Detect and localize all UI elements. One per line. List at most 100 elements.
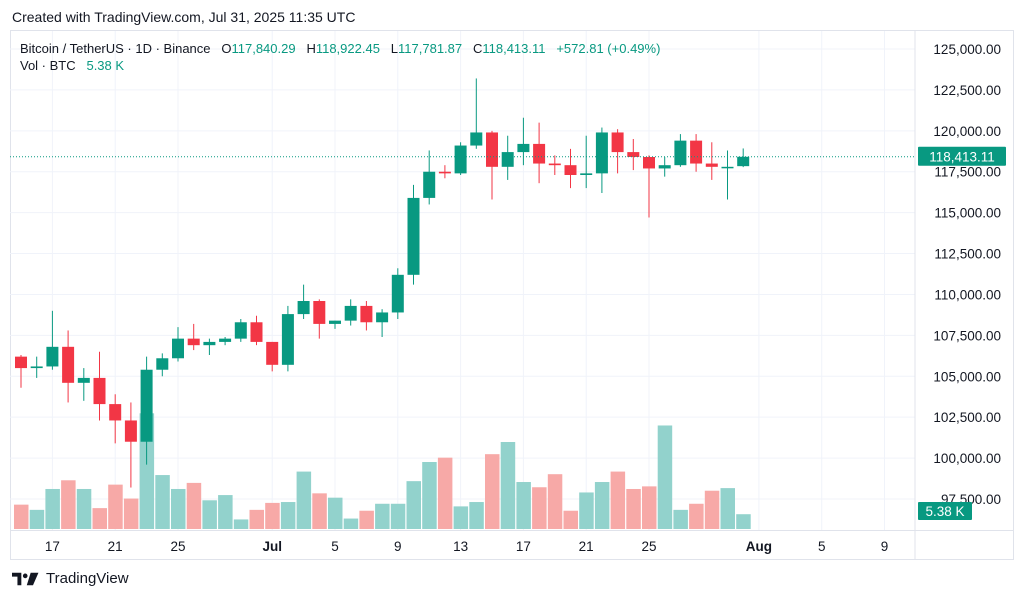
candle-body [438,171,451,174]
volume-bar [547,474,563,529]
volume-bar [532,487,547,529]
candle-body [470,132,483,146]
candle-body [156,358,169,370]
candle-body [344,305,357,321]
volume-bar [422,462,437,529]
candle-body [172,338,184,359]
volume-badge-label: 5.38 K [925,504,964,519]
symbol-legend[interactable]: Bitcoin / TetherUS · 1D · Binance O117,8… [20,40,660,58]
high-label: H [306,41,316,56]
close-value: 118,413.11 [482,41,546,56]
candle-body [77,377,90,383]
volume-bar [610,471,626,529]
candle-body [737,156,750,167]
time-tick-label: Aug [746,539,772,554]
volume-bar [563,510,578,529]
volume-badge [918,502,972,520]
volume-bar [469,502,484,529]
volume-bar [280,502,296,529]
candle-body [517,143,530,153]
last-price-label: 118,413.11 [929,149,995,164]
candle-body [329,320,341,324]
footer-brand: TradingView [12,570,129,587]
price-tick-label: 107,500.00 [933,328,1001,343]
candle-body [643,157,655,169]
volume-bar [108,484,123,529]
candle-body [611,132,624,153]
price-tick-label: 100,000.00 [933,451,1001,466]
volume-bar [328,497,343,529]
volume-bar [453,506,469,529]
volume-bar [218,495,233,529]
volume-bar [657,425,673,529]
candle-body [423,171,436,198]
volume-bar [296,471,312,529]
volume-bar [92,508,107,529]
time-axis[interactable]: 17 21 25 Jul 5 9 13 17 21 25 Aug 5 9 [45,539,888,554]
candle-body [281,314,294,365]
candle-body [93,377,106,405]
volume-bar [249,509,264,529]
candle-body [564,165,577,175]
volume-value: 5.38 K [86,58,125,73]
candle-body [705,163,718,167]
candles [15,78,750,488]
candle-body [548,163,561,166]
volume-bar [14,504,29,529]
price-tick-label: 120,000.00 [933,124,1001,139]
volume-bar [673,509,688,529]
last-price-badge [918,146,1006,166]
candle-body [376,312,389,323]
candle-body [501,152,514,167]
candle-body [297,301,310,315]
candle-body [391,274,404,313]
volume-legend[interactable]: Vol · BTC 5.38 K [20,58,124,73]
price-axis[interactable]: 125,000.00 122,500.00 120,000.00 117,500.00… [918,42,1006,520]
change-value: +572.81 (+0.49%) [556,41,661,56]
time-tick-label: 25 [641,539,656,554]
candle-body [580,173,593,175]
time-tick-label: 9 [881,539,889,554]
volume-bar [594,482,610,529]
candle-body [690,140,703,164]
volume-bar [186,482,202,529]
candle-body [30,366,43,369]
volume-bar [500,442,516,529]
candle-body [109,404,122,421]
volume-bar [704,490,720,529]
volume-bar [202,500,217,529]
high-value: 118,922.45 [315,41,380,56]
time-tick-label: 21 [108,539,123,554]
price-tick-label: 110,000.00 [934,287,1001,302]
time-tick-label: 25 [170,539,185,554]
candle-body [187,338,200,346]
candle-body [486,132,498,167]
volume-bar [343,518,359,529]
candle-body [313,301,326,324]
close-label: C [472,41,483,56]
chart-frame [10,30,1014,560]
volume-bar [265,502,280,529]
candle-body [219,338,232,342]
candle-body [46,346,59,367]
candle-body [124,420,137,442]
symbol-title: Bitcoin / TetherUS · 1D · Binance [20,41,211,56]
candle-body [454,145,467,174]
volume-bar [359,510,374,529]
time-tick-label: 17 [516,539,531,554]
volume-bar [390,503,406,529]
volume-bar [516,482,531,529]
volume-bar [171,488,186,529]
time-tick-label: 13 [453,539,468,554]
price-tick-label: 102,500.00 [933,410,1001,425]
grid-lines [10,31,1014,560]
created-with-text: Created with TradingView.com, Jul 31, 20… [12,9,356,25]
low-label: L [390,41,399,56]
open-value: 117,840.29 [231,41,296,56]
volume-bar [312,493,327,529]
candle-body [15,356,27,369]
price-tick-label: 125,000.00 [933,42,1001,57]
candle-body [627,152,640,157]
volume-bar [233,519,249,529]
